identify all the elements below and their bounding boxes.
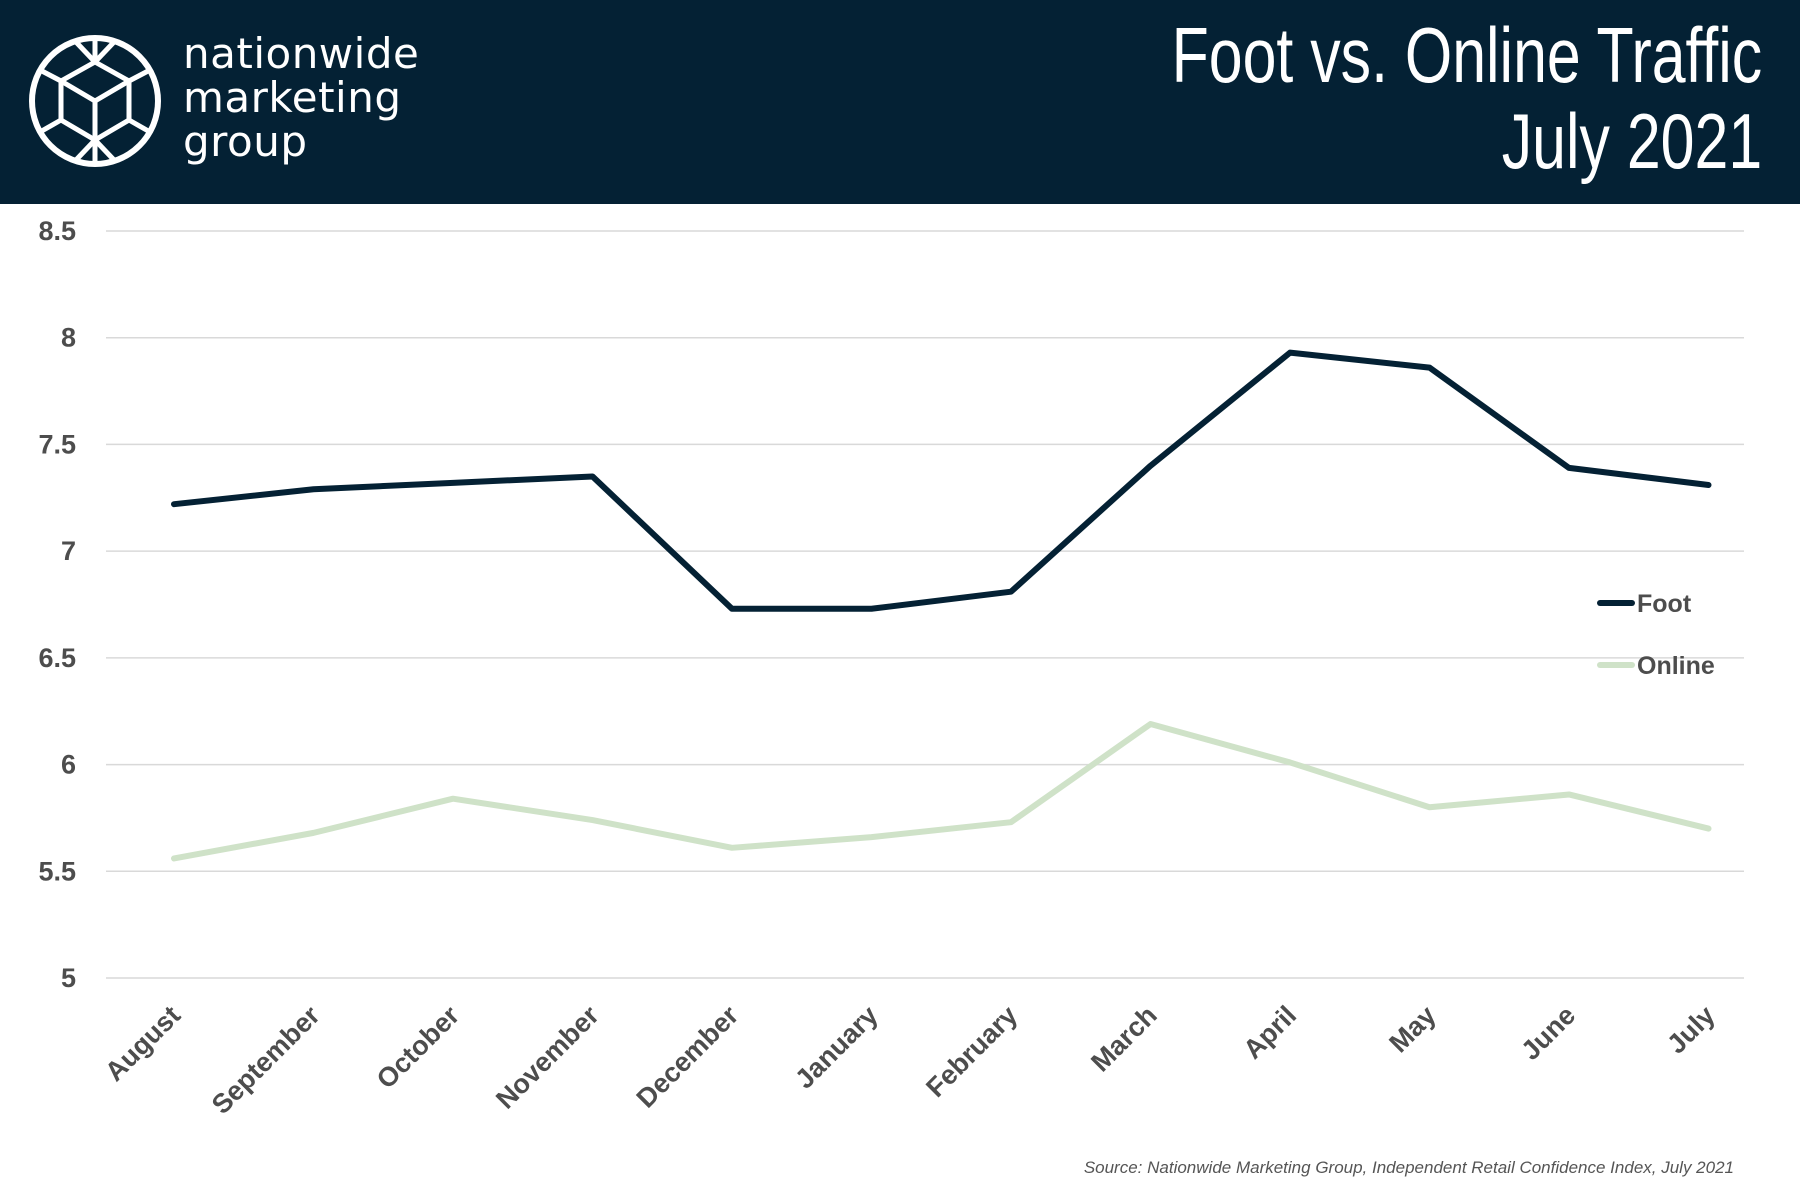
x-tick-label: March [1085, 1000, 1162, 1077]
logo-line-2: marketing [183, 73, 402, 122]
x-tick-label: December [631, 1000, 745, 1114]
series-line-foot [171, 349, 1712, 612]
x-tick-label: June [1515, 1000, 1581, 1066]
logo-line-1: nationwide [183, 29, 420, 78]
logo-wordmark: nationwide marketing group [183, 32, 419, 164]
y-tick-label: 8.5 [38, 216, 76, 246]
x-tick-label: July [1661, 1000, 1720, 1059]
x-tick-label: February [920, 1000, 1023, 1103]
legend-label-online: Online [1637, 652, 1715, 680]
source-note: Source: Nationwide Marketing Group, Inde… [1083, 1158, 1734, 1177]
logo-icon [29, 35, 161, 167]
x-tick-label: October [371, 1000, 466, 1095]
y-tick-label: 8 [61, 323, 76, 353]
y-tick-label: 6.5 [38, 643, 76, 673]
y-tick-label: 7.5 [38, 429, 76, 459]
y-tick-label: 5.5 [38, 856, 76, 886]
x-tick-label: August [99, 1000, 186, 1087]
title-line-2: July 2021 [1501, 97, 1762, 185]
x-tick-label: September [206, 1000, 326, 1120]
logo-line-3: group [183, 117, 308, 166]
x-tick-label: May [1383, 1000, 1441, 1058]
x-tick-label: January [789, 1000, 883, 1094]
legend-label-foot: Foot [1637, 590, 1692, 618]
y-tick-label: 7 [61, 536, 76, 566]
title-line-1: Foot vs. Online Traffic [1171, 11, 1762, 99]
line-chart: 8.5 8 7.5 7 6.5 6 5.5 5 August September October No… [38, 216, 1744, 1120]
y-tick-label: 5 [61, 963, 76, 993]
header-banner: nationwide marketing group Foot vs. Onli… [0, 0, 1800, 204]
x-tick-label: April [1238, 1000, 1303, 1065]
y-tick-label: 6 [61, 750, 76, 780]
series-line-online [171, 721, 1712, 862]
x-tick-label: November [490, 1000, 605, 1115]
chart-title: Foot vs. Online Traffic July 2021 [1171, 12, 1762, 184]
